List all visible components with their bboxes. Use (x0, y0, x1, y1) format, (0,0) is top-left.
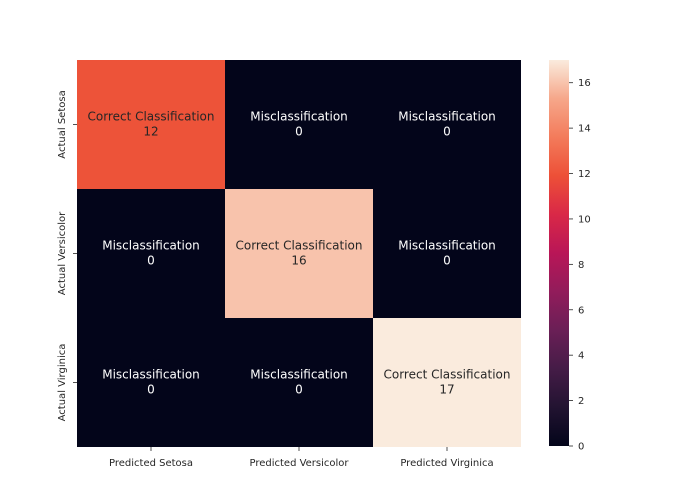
cell-value: 12 (143, 125, 158, 139)
heatmap-cell (373, 318, 521, 447)
heatmap-cell (77, 189, 225, 318)
x-tick-label: Predicted Setosa (109, 458, 193, 469)
colorbar-tick-label: 2 (578, 396, 584, 407)
colorbar-tick-label: 12 (578, 169, 591, 180)
x-tick-label: Predicted Versicolor (249, 458, 349, 469)
cell-label: Correct Classification (87, 110, 214, 124)
heatmap-cells: Correct Classification12Misclassificatio… (77, 60, 521, 447)
cell-label: Correct Classification (383, 368, 510, 382)
heatmap-cell (225, 60, 373, 189)
colorbar-tick-label: 8 (578, 260, 584, 271)
heatmap-cell (225, 189, 373, 318)
cell-value: 17 (439, 383, 454, 397)
colorbar-tick-label: 6 (578, 305, 584, 316)
colorbar-tick-label: 16 (578, 78, 591, 89)
y-tick-label: Actual Setosa (57, 90, 68, 158)
heatmap-cell (225, 318, 373, 447)
heatmap-cell (373, 60, 521, 189)
colorbar-gradient (549, 60, 569, 446)
colorbar-tick-label: 14 (578, 124, 591, 135)
heatmap-cell (77, 60, 225, 189)
heatmap-cell (373, 189, 521, 318)
x-tick-label: Predicted Virginica (400, 458, 493, 469)
heatmap-cell (77, 318, 225, 447)
colorbar-tick-label: 10 (578, 214, 591, 225)
colorbar-tick-label: 4 (578, 351, 584, 362)
cell-label: Misclassification (102, 368, 200, 382)
cell-label: Misclassification (250, 368, 348, 382)
cell-value: 0 (295, 125, 303, 139)
cell-label: Misclassification (250, 110, 348, 124)
y-tick-label: Actual Versicolor (57, 211, 68, 295)
cell-label: Misclassification (398, 239, 496, 253)
cell-label: Misclassification (398, 110, 496, 124)
cell-value: 0 (147, 383, 155, 397)
colorbar-ticks: 0 2 4 6 8 10 12 14 16 (569, 78, 591, 453)
x-tick-labels: Predicted Setosa Predicted Versicolor Pred… (109, 447, 494, 469)
y-tick-label: Actual Virginica (57, 344, 68, 422)
cell-value: 0 (295, 383, 303, 397)
cell-value: 0 (147, 254, 155, 268)
y-tick-labels: Actual Setosa Actual Versicolor Actual Vir… (57, 90, 77, 421)
colorbar-tick-label: 0 (578, 442, 584, 453)
cell-label: Misclassification (102, 239, 200, 253)
cell-value: 0 (443, 125, 451, 139)
cell-label: Correct Classification (235, 239, 362, 253)
cell-value: 0 (443, 254, 451, 268)
colorbar: 0 2 4 6 8 10 12 14 16 (549, 60, 591, 453)
cell-value: 16 (291, 254, 306, 268)
